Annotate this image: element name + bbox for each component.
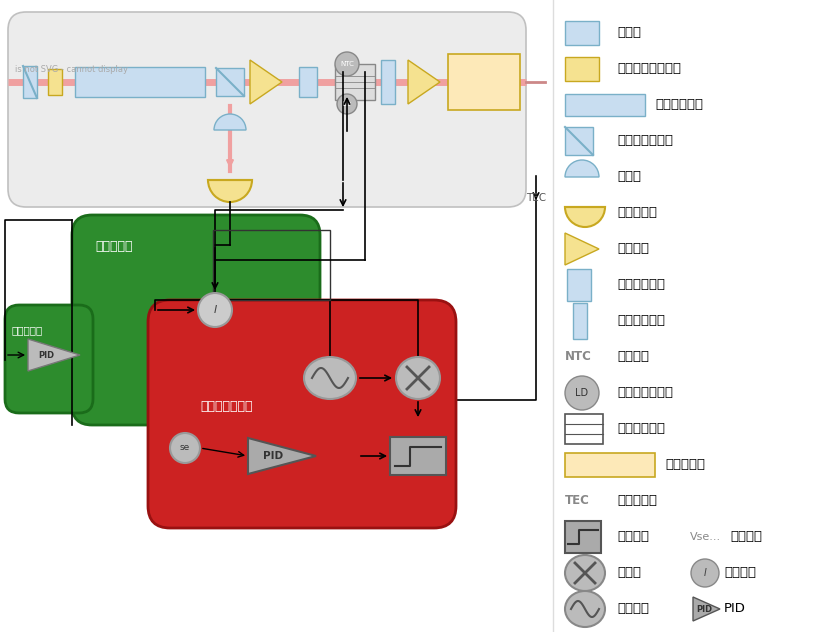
Ellipse shape xyxy=(304,357,356,399)
Bar xyxy=(75,67,205,97)
Bar xyxy=(565,57,599,81)
Bar xyxy=(567,269,591,301)
Text: 热电制冷器: 热电制冷器 xyxy=(617,494,657,507)
Text: 乘法器: 乘法器 xyxy=(617,566,641,580)
FancyBboxPatch shape xyxy=(8,12,526,207)
Text: 数字信号处理器: 数字信号处理器 xyxy=(200,400,252,413)
Bar xyxy=(23,66,37,98)
Text: 四分之一波长波片: 四分之一波长波片 xyxy=(617,63,681,75)
Bar xyxy=(335,64,375,100)
Bar xyxy=(565,521,601,553)
Text: PID: PID xyxy=(696,604,712,614)
Text: 激光器输入电流: 激光器输入电流 xyxy=(617,387,673,399)
Ellipse shape xyxy=(565,555,605,591)
Text: LD: LD xyxy=(342,101,351,107)
Polygon shape xyxy=(248,438,316,474)
FancyBboxPatch shape xyxy=(72,215,320,425)
Text: 快轴准直透镜: 快轴准直透镜 xyxy=(617,315,665,327)
Text: 设定电压: 设定电压 xyxy=(730,530,762,544)
Text: I: I xyxy=(704,568,706,578)
Bar xyxy=(390,437,446,475)
Bar xyxy=(565,414,603,444)
Circle shape xyxy=(565,376,599,410)
Wedge shape xyxy=(214,114,246,130)
Text: 气态原子腔体: 气态原子腔体 xyxy=(655,99,703,111)
Circle shape xyxy=(337,94,357,114)
Text: PID: PID xyxy=(38,351,54,360)
Bar xyxy=(213,230,330,300)
Text: TEC: TEC xyxy=(526,193,546,203)
FancyBboxPatch shape xyxy=(148,300,456,528)
Text: 热敏电阻: 热敏电阻 xyxy=(617,351,649,363)
Text: is not SVG - cannot display: is not SVG - cannot display xyxy=(15,65,128,74)
Text: I: I xyxy=(213,305,217,315)
Polygon shape xyxy=(565,233,599,265)
Ellipse shape xyxy=(396,357,440,399)
Wedge shape xyxy=(565,207,605,227)
Circle shape xyxy=(170,433,200,463)
FancyBboxPatch shape xyxy=(5,305,93,413)
Wedge shape xyxy=(565,160,599,177)
Text: 低通滤波: 低通滤波 xyxy=(617,530,649,544)
Text: 分布式激光器: 分布式激光器 xyxy=(617,423,665,435)
Text: 偏振分光立方体: 偏振分光立方体 xyxy=(617,135,673,147)
Text: 慢轴准直透镜: 慢轴准直透镜 xyxy=(617,279,665,291)
Bar xyxy=(216,68,244,96)
Text: 驱动电流: 驱动电流 xyxy=(724,566,756,580)
Text: 电流驱动器: 电流驱动器 xyxy=(95,240,132,253)
Bar xyxy=(565,453,655,477)
Wedge shape xyxy=(208,180,252,202)
Text: se: se xyxy=(180,444,190,453)
Text: NTC: NTC xyxy=(565,351,592,363)
Text: 光电二极管: 光电二极管 xyxy=(617,207,657,219)
Bar xyxy=(565,94,645,116)
Bar xyxy=(565,127,593,155)
Bar xyxy=(381,60,395,104)
Circle shape xyxy=(691,559,719,587)
Text: TEC: TEC xyxy=(565,494,590,507)
Text: 光学隔离: 光学隔离 xyxy=(617,243,649,255)
Text: PID: PID xyxy=(724,602,746,616)
Polygon shape xyxy=(250,60,282,104)
Text: 反射镜: 反射镜 xyxy=(617,27,641,39)
Text: 调制信号: 调制信号 xyxy=(617,602,649,616)
Text: LD: LD xyxy=(576,388,589,398)
Text: PID: PID xyxy=(263,451,283,461)
Text: 光纤耦合器: 光纤耦合器 xyxy=(665,458,705,471)
Bar xyxy=(573,303,587,339)
Polygon shape xyxy=(693,597,720,621)
Text: Vse...: Vse... xyxy=(690,532,721,542)
Circle shape xyxy=(335,52,359,76)
Ellipse shape xyxy=(565,591,605,627)
Polygon shape xyxy=(28,339,80,371)
Bar xyxy=(448,54,520,110)
Text: 聚焦镜: 聚焦镜 xyxy=(617,171,641,183)
Bar xyxy=(299,67,317,97)
Text: NTC: NTC xyxy=(340,61,354,67)
Bar xyxy=(565,21,599,45)
Circle shape xyxy=(198,293,232,327)
Polygon shape xyxy=(408,60,440,104)
Bar xyxy=(48,69,62,95)
Text: 温度控制器: 温度控制器 xyxy=(12,325,43,335)
